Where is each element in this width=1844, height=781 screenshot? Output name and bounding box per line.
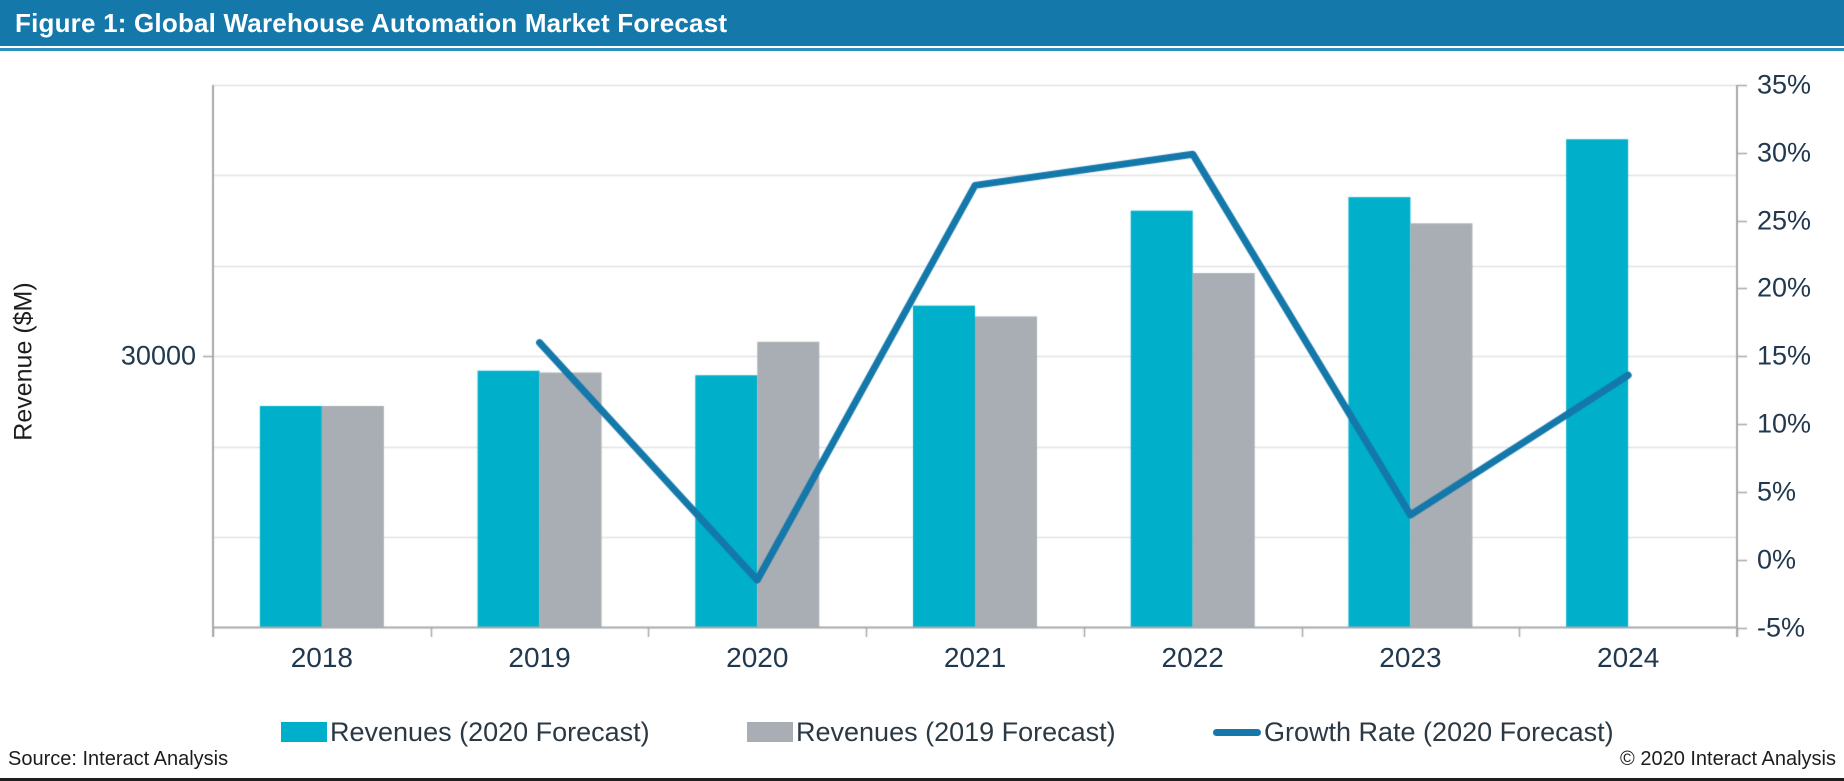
legend-item: Revenues (2019 Forecast) [747,716,1116,747]
legend-label: Growth Rate (2020 Forecast) [1264,716,1614,747]
x-axis-year-label: 2021 [943,642,1007,673]
copyright-note: © 2020 Interact Analysis [1620,748,1836,770]
x-axis-year-label: 2023 [1379,642,1442,673]
x-axis-year-label: 2022 [1161,642,1224,673]
x-axis-year-label: 2020 [726,642,789,673]
right-axis-tick-label: 15% [1757,340,1812,371]
right-axis-tick-label: 5% [1757,476,1797,507]
bottom-border [0,778,1844,781]
legend-item: Revenues (2020 Forecast) [281,716,650,747]
chart-legend: Revenues (2020 Forecast) Revenues (2019 F… [0,716,1844,752]
right-axis-tick-label: 25% [1757,205,1812,236]
chart-canvas [0,0,1844,710]
right-axis-tick-label: 10% [1757,408,1812,439]
legend-color-swatch [747,722,793,742]
x-axis-year-label: 2018 [290,642,353,673]
figure-header-bar: Figure 1: Global Warehouse Automation Ma… [0,0,1844,46]
legend-label: Revenues (2020 Forecast) [330,716,650,747]
left-axis-tick-label: 30000 [120,340,196,371]
right-axis-tick-label: 0% [1757,544,1797,575]
legend-color-swatch [281,722,327,742]
legend-item: Growth Rate (2020 Forecast) [1213,716,1614,747]
x-axis-year-label: 2024 [1596,642,1660,673]
right-axis-tick-label: 20% [1757,272,1812,303]
x-axis-year-label: 2019 [508,642,571,673]
right-axis-tick-label: 30% [1757,137,1812,168]
legend-line-swatch [1213,728,1261,736]
right-axis-tick-label: 35% [1757,69,1812,100]
left-axis-title: Revenue ($M) [9,282,38,441]
figure-title: Figure 1: Global Warehouse Automation Ma… [15,8,728,38]
source-note: Source: Interact Analysis [8,748,229,770]
legend-label: Revenues (2019 Forecast) [796,716,1116,747]
right-axis-tick-label: -5% [1757,612,1806,642]
header-underline [0,48,1844,51]
